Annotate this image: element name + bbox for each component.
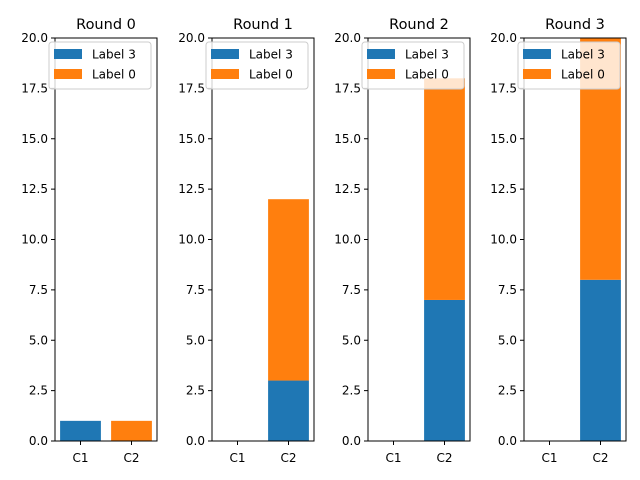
y-tick-label: 5.0 (29, 333, 48, 347)
y-tick-label: 17.5 (490, 81, 517, 95)
legend-swatch-label-3 (211, 49, 239, 59)
legend: Label 3 Label 0 (48, 41, 152, 90)
y-tick-label: 20.0 (21, 31, 48, 45)
y-tick-label: 0.0 (186, 434, 205, 448)
y-tick-label: 0.0 (29, 434, 48, 448)
x-tick-label: C2 (436, 451, 452, 465)
legend-swatch-label-0 (523, 69, 551, 79)
subplot-title: Round 3 (545, 17, 605, 33)
subplot-title: Round 0 (76, 17, 136, 33)
subplot-0: 0.0 2.5 5.0 7.5 10.0 12.5 15.0 17.5 20.0 C1 C2 Roun… (21, 17, 158, 465)
subplot-title: Round 1 (233, 17, 293, 33)
y-tick-label: 20.0 (490, 31, 517, 45)
y-tick-label: 12.5 (490, 182, 517, 196)
subplot-1: 0.0 2.5 5.0 7.5 10.0 12.5 15.0 17.5 20.0 C1 C2 Roun… (178, 17, 315, 465)
y-tick-label: 7.5 (342, 283, 361, 297)
legend: Label 3 Label 0 (517, 41, 621, 90)
y-tick-label: 15.0 (178, 132, 205, 146)
y-tick-label: 10.0 (490, 233, 517, 247)
x-tick-label: C2 (280, 451, 296, 465)
y-tick-label: 12.5 (21, 182, 48, 196)
subplot-3: 0.0 2.5 5.0 7.5 10.0 12.5 15.0 17.5 20.0 C1 C2 Roun… (490, 17, 627, 465)
y-tick-label: 2.5 (186, 384, 205, 398)
y-tick-label: 7.5 (29, 283, 48, 297)
y-tick-label: 10.0 (334, 233, 361, 247)
legend-label: Label 3 (249, 48, 293, 62)
bar-label-3-c1 (60, 420, 101, 441)
y-tick-label: 15.0 (334, 132, 361, 146)
bar-label-0-c2 (111, 420, 152, 441)
y-tick-label: 2.5 (29, 384, 48, 398)
y-tick-label: 5.0 (498, 333, 517, 347)
legend: Label 3 Label 0 (205, 41, 309, 90)
y-tick-label: 0.0 (342, 434, 361, 448)
x-tick-label: C1 (72, 451, 88, 465)
legend-swatch-label-3 (523, 49, 551, 59)
y-tick-label: 5.0 (342, 333, 361, 347)
axes-frame (54, 37, 158, 442)
legend-swatch-label-3 (367, 49, 395, 59)
legend-swatch-label-3 (54, 49, 82, 59)
legend-swatch-label-0 (367, 69, 395, 79)
y-tick-label: 20.0 (334, 31, 361, 45)
y-tick-label: 5.0 (186, 333, 205, 347)
bar-label-0-c2 (424, 78, 465, 300)
y-tick-label: 15.0 (21, 132, 48, 146)
x-tick-label: C1 (385, 451, 401, 465)
y-tick-label: 7.5 (498, 283, 517, 297)
legend-label: Label 0 (405, 68, 449, 82)
y-tick-label: 15.0 (490, 132, 517, 146)
legend: Label 3 Label 0 (361, 41, 465, 90)
legend-label: Label 3 (405, 48, 449, 62)
y-tick-label: 2.5 (342, 384, 361, 398)
bar-label-0-c2 (268, 199, 309, 381)
y-tick-label: 12.5 (178, 182, 205, 196)
subplot-2: 0.0 2.5 5.0 7.5 10.0 12.5 15.0 17.5 20.0 C1 C2 Roun… (334, 17, 471, 465)
legend-label: Label 0 (249, 68, 293, 82)
x-tick-label: C1 (229, 451, 245, 465)
x-tick-label: C2 (123, 451, 139, 465)
legend-swatch-label-0 (54, 69, 82, 79)
y-tick-label: 17.5 (334, 81, 361, 95)
legend-label: Label 0 (561, 68, 605, 82)
y-tick-label: 2.5 (498, 384, 517, 398)
x-tick-label: C2 (592, 451, 608, 465)
legend-label: Label 3 (92, 48, 136, 62)
y-tick-label: 10.0 (21, 233, 48, 247)
legend-label: Label 0 (92, 68, 136, 82)
y-tick-label: 20.0 (178, 31, 205, 45)
subplot-title: Round 2 (389, 17, 449, 33)
y-tick-label: 17.5 (21, 81, 48, 95)
y-tick-label: 17.5 (178, 81, 205, 95)
x-tick-label: C1 (541, 451, 557, 465)
y-tick-label: 0.0 (498, 434, 517, 448)
legend-label: Label 3 (561, 48, 605, 62)
bar-label-3-c2 (268, 380, 309, 441)
bar-label-3-c2 (424, 299, 465, 441)
bar-label-3-c2 (580, 279, 621, 441)
y-tick-label: 10.0 (178, 233, 205, 247)
legend-swatch-label-0 (211, 69, 239, 79)
y-tick-label: 12.5 (334, 182, 361, 196)
y-tick-label: 7.5 (186, 283, 205, 297)
